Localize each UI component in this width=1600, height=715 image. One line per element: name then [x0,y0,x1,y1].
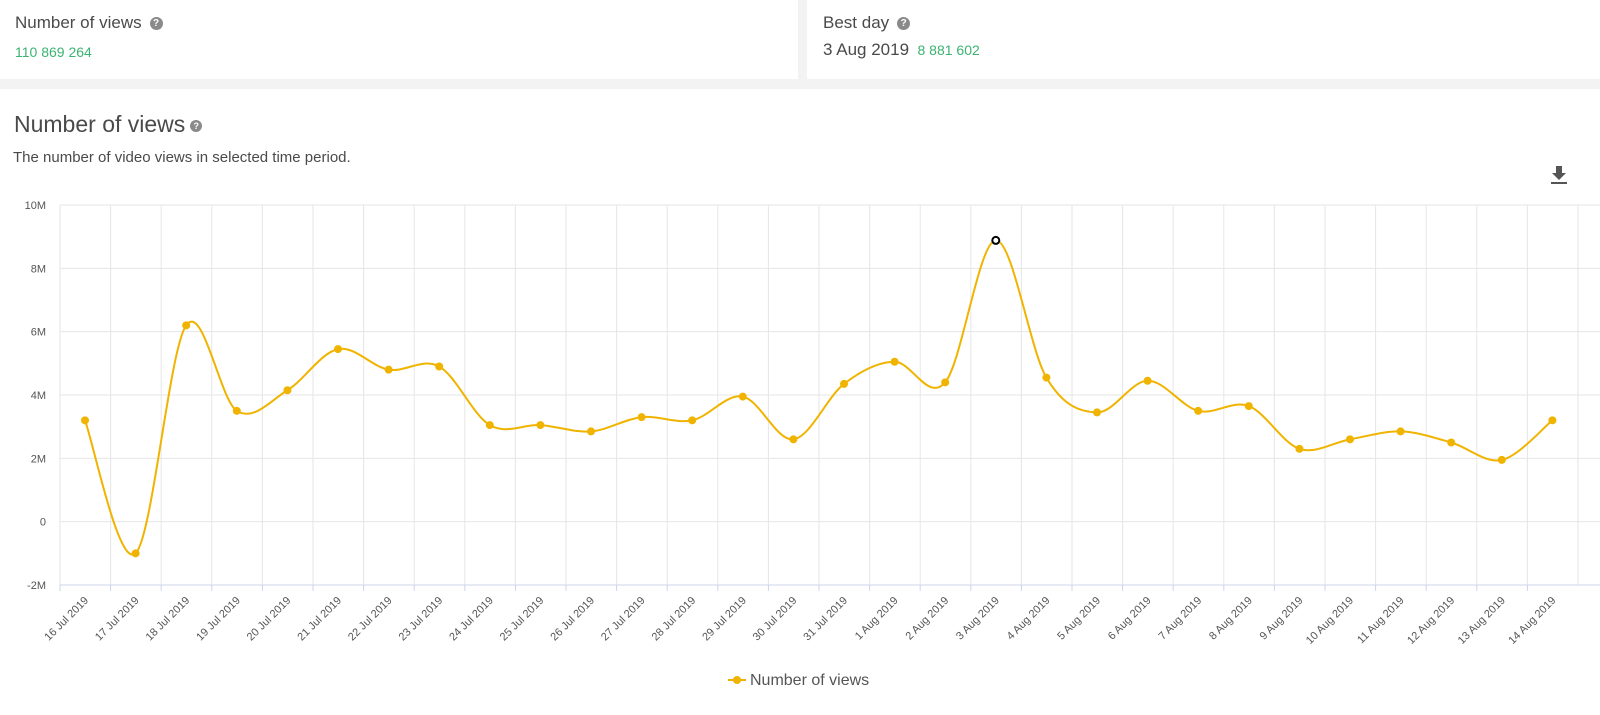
data-point [485,421,494,430]
y-tick-label: 8M [31,263,46,275]
data-point [1042,373,1051,382]
x-tick-label: 24 Jul 2019 [447,595,496,644]
data-point [890,357,899,366]
data-point [941,378,950,387]
data-point [1244,402,1253,411]
data-point [840,379,848,388]
views-stat-title-text: Number of views [15,13,142,32]
best-day-value: 8 881 602 [917,42,980,58]
x-tick-label: 3 Aug 2019 [954,595,1002,643]
data-point [789,435,798,444]
help-icon[interactable]: ? [897,17,911,30]
line-chart: -2M 0 2M 4M 6M 8M 10M 16 Jul 2019 17 Jul 2019 18 … [25,200,1600,647]
views-total-value: 110 869 264 [15,44,92,60]
x-tick-label: 25 Jul 2019 [498,595,547,644]
data-point [1143,376,1152,385]
x-tick-label: 6 Aug 2019 [1106,595,1154,643]
data-point [182,321,191,330]
x-tick-label: 18 Jul 2019 [144,595,193,644]
data-point [637,413,646,422]
data-point [283,386,292,395]
x-tick-label: 22 Jul 2019 [346,595,395,644]
help-icon[interactable]: ? [149,17,163,30]
best-day-stat-card: Best day? 3 Aug 2019 8 881 602 [807,0,1600,79]
data-point [1093,408,1101,417]
best-day-row: 3 Aug 2019 8 881 602 [823,40,980,60]
x-tick-label: 20 Jul 2019 [245,595,294,644]
x-tick-label: 28 Jul 2019 [650,595,699,644]
x-tick-label: 5 Aug 2019 [1055,595,1103,643]
data-point [1447,438,1456,447]
data-point [587,427,595,436]
data-point [1548,416,1557,425]
data-point [738,392,747,401]
x-tick-label: 14 Aug 2019 [1506,595,1558,647]
data-point [1295,444,1304,453]
x-tick-label: 30 Jul 2019 [751,595,800,644]
legend-label: Number of views [750,672,870,689]
download-icon[interactable] [1550,165,1568,185]
x-tick-label: 26 Jul 2019 [548,595,597,644]
x-tick-label: 19 Jul 2019 [194,595,243,644]
x-tick-label: 16 Jul 2019 [42,595,91,644]
data-point-highlighted [991,235,1001,245]
y-tick-label: 0 [40,517,46,529]
x-tick-label: 27 Jul 2019 [599,595,648,644]
x-tick-label: 8 Aug 2019 [1207,595,1255,643]
help-icon[interactable]: ? [190,120,203,132]
y-tick-label: -2M [27,580,46,592]
x-tick-label: 2 Aug 2019 [903,595,951,643]
data-point [1396,427,1405,436]
x-tick-label: 7 Aug 2019 [1156,595,1204,643]
data-point [232,406,241,415]
views-stat-card: Number of views? 110 869 264 [0,0,798,79]
chart-subtitle: The number of video views in selected ti… [13,149,351,166]
series-line [84,239,1554,556]
data-point [334,345,342,354]
x-tick-label: 17 Jul 2019 [93,595,142,644]
data-point [1194,406,1203,415]
data-point [536,421,545,430]
chart-title: Number of views? [14,111,203,138]
data-point [435,362,444,371]
data-point [384,365,393,374]
x-tick-label: 9 Aug 2019 [1258,595,1306,643]
x-tick-label: 29 Jul 2019 [700,595,749,644]
y-tick-label: 6M [31,327,46,339]
x-tick-label: 10 Aug 2019 [1304,595,1356,647]
x-tick-label: 1 Aug 2019 [853,595,901,643]
y-tick-label: 2M [31,453,46,465]
x-tick-label: 4 Aug 2019 [1005,595,1053,643]
x-tick-label: 11 Aug 2019 [1355,595,1407,647]
y-tick-label: 4M [31,390,46,402]
x-tick-label: 21 Jul 2019 [295,595,344,644]
best-day-title: Best day? [823,13,911,33]
y-tick-label: 10M [25,200,46,212]
data-point [131,549,140,558]
data-point [1497,455,1506,464]
best-day-date: 3 Aug 2019 [823,40,910,59]
chart-title-text: Number of views [14,111,186,137]
data-point [1346,435,1354,444]
chart-card: Number of views? The number of video vie… [0,89,1600,715]
views-stat-title: Number of views? [15,13,163,33]
legend-swatch [728,674,746,686]
data-point [81,416,89,425]
x-tick-label: 12 Aug 2019 [1405,595,1457,647]
legend-item[interactable]: Number of views [728,672,869,690]
x-tick-label: 31 Jul 2019 [801,595,850,644]
x-tick-label: 13 Aug 2019 [1456,595,1508,647]
x-tick-label: 23 Jul 2019 [397,595,446,644]
data-point [688,416,697,425]
best-day-title-text: Best day [823,13,890,32]
